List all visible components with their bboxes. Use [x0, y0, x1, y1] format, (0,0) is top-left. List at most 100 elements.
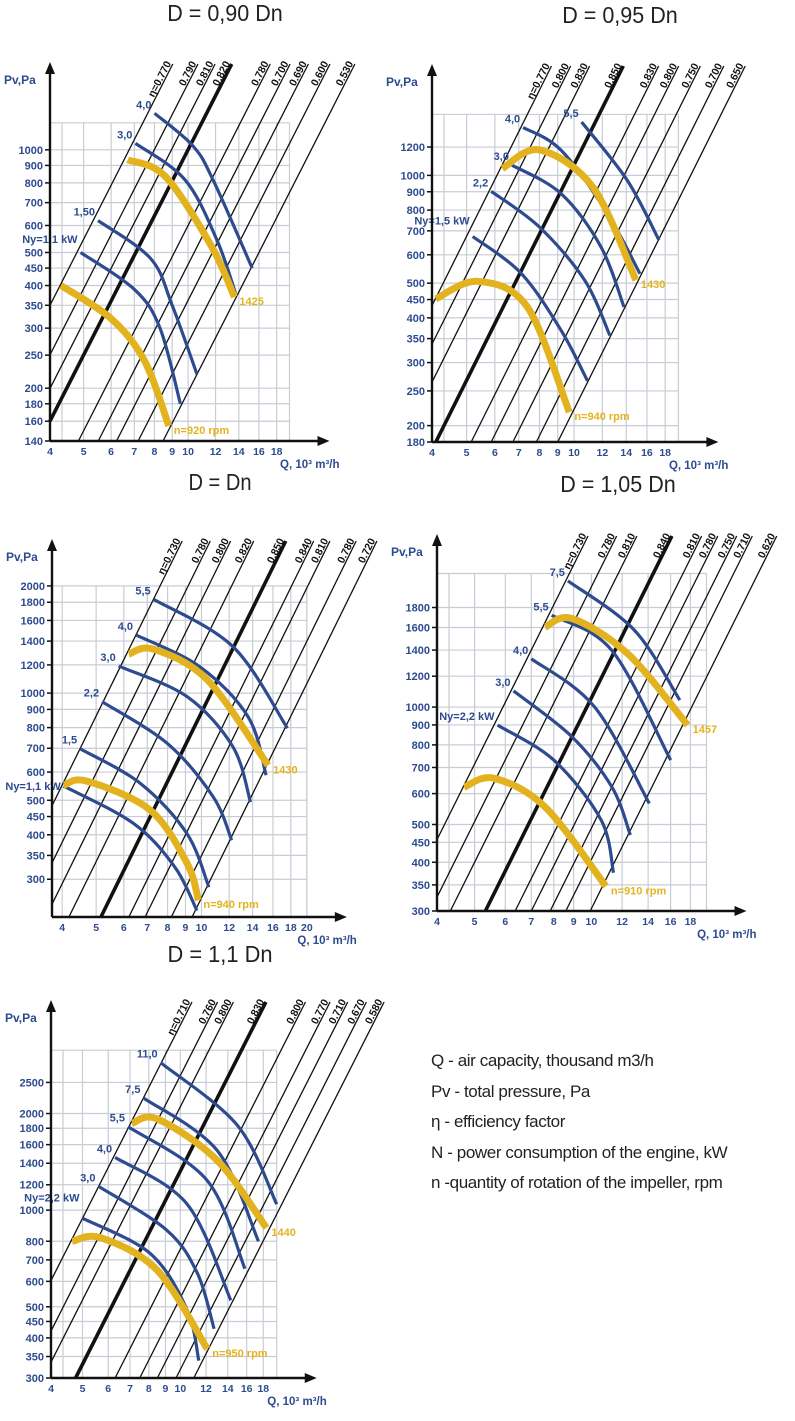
- y-tick-label: 700: [27, 743, 45, 755]
- x-tick-label: 12: [210, 446, 222, 458]
- x-axis-arrow-icon: [334, 912, 347, 922]
- power-curve-label: 1,50: [74, 207, 95, 219]
- power-curve-label: 4,0: [97, 1143, 112, 1155]
- y-tick-label: 600: [27, 767, 45, 779]
- y-tick-label: 450: [412, 837, 430, 849]
- legend-item-pv: Pv - total pressure, Pa: [431, 1081, 590, 1101]
- power-curve: [550, 613, 673, 761]
- efficiency-line: [514, 535, 703, 912]
- y-tick-label: 200: [407, 421, 425, 433]
- x-tick-label: 5: [80, 1383, 86, 1395]
- x-tick-label: 12: [596, 447, 608, 459]
- speed-curve: [127, 644, 271, 768]
- efficiency-label: 0.830: [245, 997, 268, 1026]
- power-curve: [118, 664, 253, 803]
- efficiency-line: [49, 63, 174, 306]
- y-tick-label: 160: [25, 416, 43, 428]
- power-curve: [134, 141, 238, 294]
- efficiency-line: [137, 63, 331, 442]
- y-tick-label: 1600: [20, 1140, 44, 1152]
- x-tick-label: 6: [492, 447, 498, 459]
- efficiency-line: [565, 535, 753, 912]
- power-curve-label: 5,5: [533, 601, 548, 613]
- efficiency-line: [557, 65, 746, 443]
- efficiency-line: [114, 1001, 307, 1379]
- y-tick-label: 400: [407, 313, 425, 325]
- y-tick-label: 1000: [406, 702, 430, 714]
- x-axis-arrow-icon: [734, 906, 747, 916]
- x-axis-label: Q, 10³ m³/h: [267, 1396, 326, 1408]
- power-curve: [127, 1125, 247, 1270]
- power-curve-label: 5,5: [110, 1113, 125, 1125]
- x-tick-label: 8: [152, 446, 158, 458]
- y-tick-label: 450: [25, 263, 43, 275]
- y-axis-label: Pv,Pa: [5, 1011, 37, 1025]
- efficiency-line: [162, 63, 356, 442]
- x-tick-label: 6: [108, 446, 114, 458]
- efficiency-label: 0.600: [309, 59, 332, 88]
- power-curve-label: 1,5: [62, 735, 77, 747]
- legend-item-eta: η - efficiency factor: [431, 1112, 565, 1131]
- speed-curve: [434, 277, 573, 414]
- y-tick-label: 500: [412, 819, 430, 831]
- x-tick-label: 8: [537, 447, 543, 459]
- y-tick-label: 600: [412, 789, 430, 801]
- x-tick-label: 16: [253, 446, 265, 458]
- x-axis-label: Q, 10³ m³/h: [669, 460, 728, 472]
- y-tick-label: 900: [27, 704, 45, 716]
- x-tick-label: 4: [59, 922, 65, 934]
- power-curve-label: 5,5: [135, 585, 150, 597]
- power-curve-label: 11,0: [137, 1049, 158, 1061]
- y-axis-arrow-icon: [47, 539, 57, 551]
- y-tick-label: 600: [26, 1276, 44, 1288]
- power-curve: [511, 163, 626, 308]
- x-tick-label: 9: [163, 1383, 169, 1395]
- power-curve-label: 7,5: [550, 567, 565, 579]
- y-tick-label: 800: [25, 178, 43, 190]
- y-tick-label: 700: [26, 1255, 44, 1267]
- x-axis-arrow-icon: [317, 436, 330, 446]
- y-tick-label: 1200: [406, 671, 430, 683]
- y-tick-label: 1000: [20, 1205, 44, 1217]
- efficiency-label: 0.690: [287, 59, 310, 88]
- x-tick-label: 4: [434, 916, 440, 928]
- efficiency-label: 0.580: [363, 997, 386, 1026]
- y-tick-label: 350: [26, 1352, 44, 1364]
- efficiency-line: [512, 65, 701, 443]
- x-tick-label: 5: [472, 916, 478, 928]
- x-tick-label: 18: [257, 1383, 269, 1395]
- power-curve: [566, 579, 682, 701]
- grid: [52, 585, 308, 917]
- x-tick-label: 14: [642, 916, 654, 928]
- x-axis-label: Q, 10³ m³/h: [697, 929, 756, 941]
- x-tick-label: 4: [47, 446, 53, 458]
- y-axis-label: Pv,Pa: [4, 73, 36, 87]
- speed-curve: [500, 146, 640, 282]
- y-tick-label: 1800: [21, 597, 45, 609]
- x-tick-label: 8: [551, 916, 557, 928]
- power-curve-label: 3,0: [100, 652, 115, 664]
- speed-curve-label: 1440: [271, 1227, 295, 1239]
- power-curve: [159, 1061, 279, 1205]
- efficiency-label: 0.840: [651, 531, 674, 560]
- y-axis-arrow-icon: [46, 1000, 56, 1012]
- y-tick-label: 1600: [406, 622, 430, 634]
- power-curve: [512, 689, 632, 836]
- power-curve-label: 3,0: [495, 677, 510, 689]
- x-axis-label: Q, 10³ m³/h: [297, 935, 356, 947]
- y-tick-label: 1200: [20, 1180, 44, 1192]
- power-curve-label: 2,2: [84, 688, 99, 700]
- speed-curve-label: 1430: [641, 279, 665, 291]
- chart-title: D = 0,95 Dn: [562, 2, 678, 28]
- x-tick-label: 18: [271, 446, 283, 458]
- y-axis-label: Pv,Pa: [386, 75, 418, 89]
- power-curve: [62, 784, 199, 912]
- efficiency-line: [68, 540, 255, 918]
- x-tick-label: 9: [555, 447, 561, 459]
- power-curve: [81, 1216, 201, 1361]
- power-curve-label: Ny=1,5 kW: [414, 215, 470, 227]
- x-axis-label: Q, 10³ m³/h: [280, 459, 339, 471]
- efficiency-label: η=0.770: [146, 59, 174, 99]
- x-tick-label: 18: [659, 447, 671, 459]
